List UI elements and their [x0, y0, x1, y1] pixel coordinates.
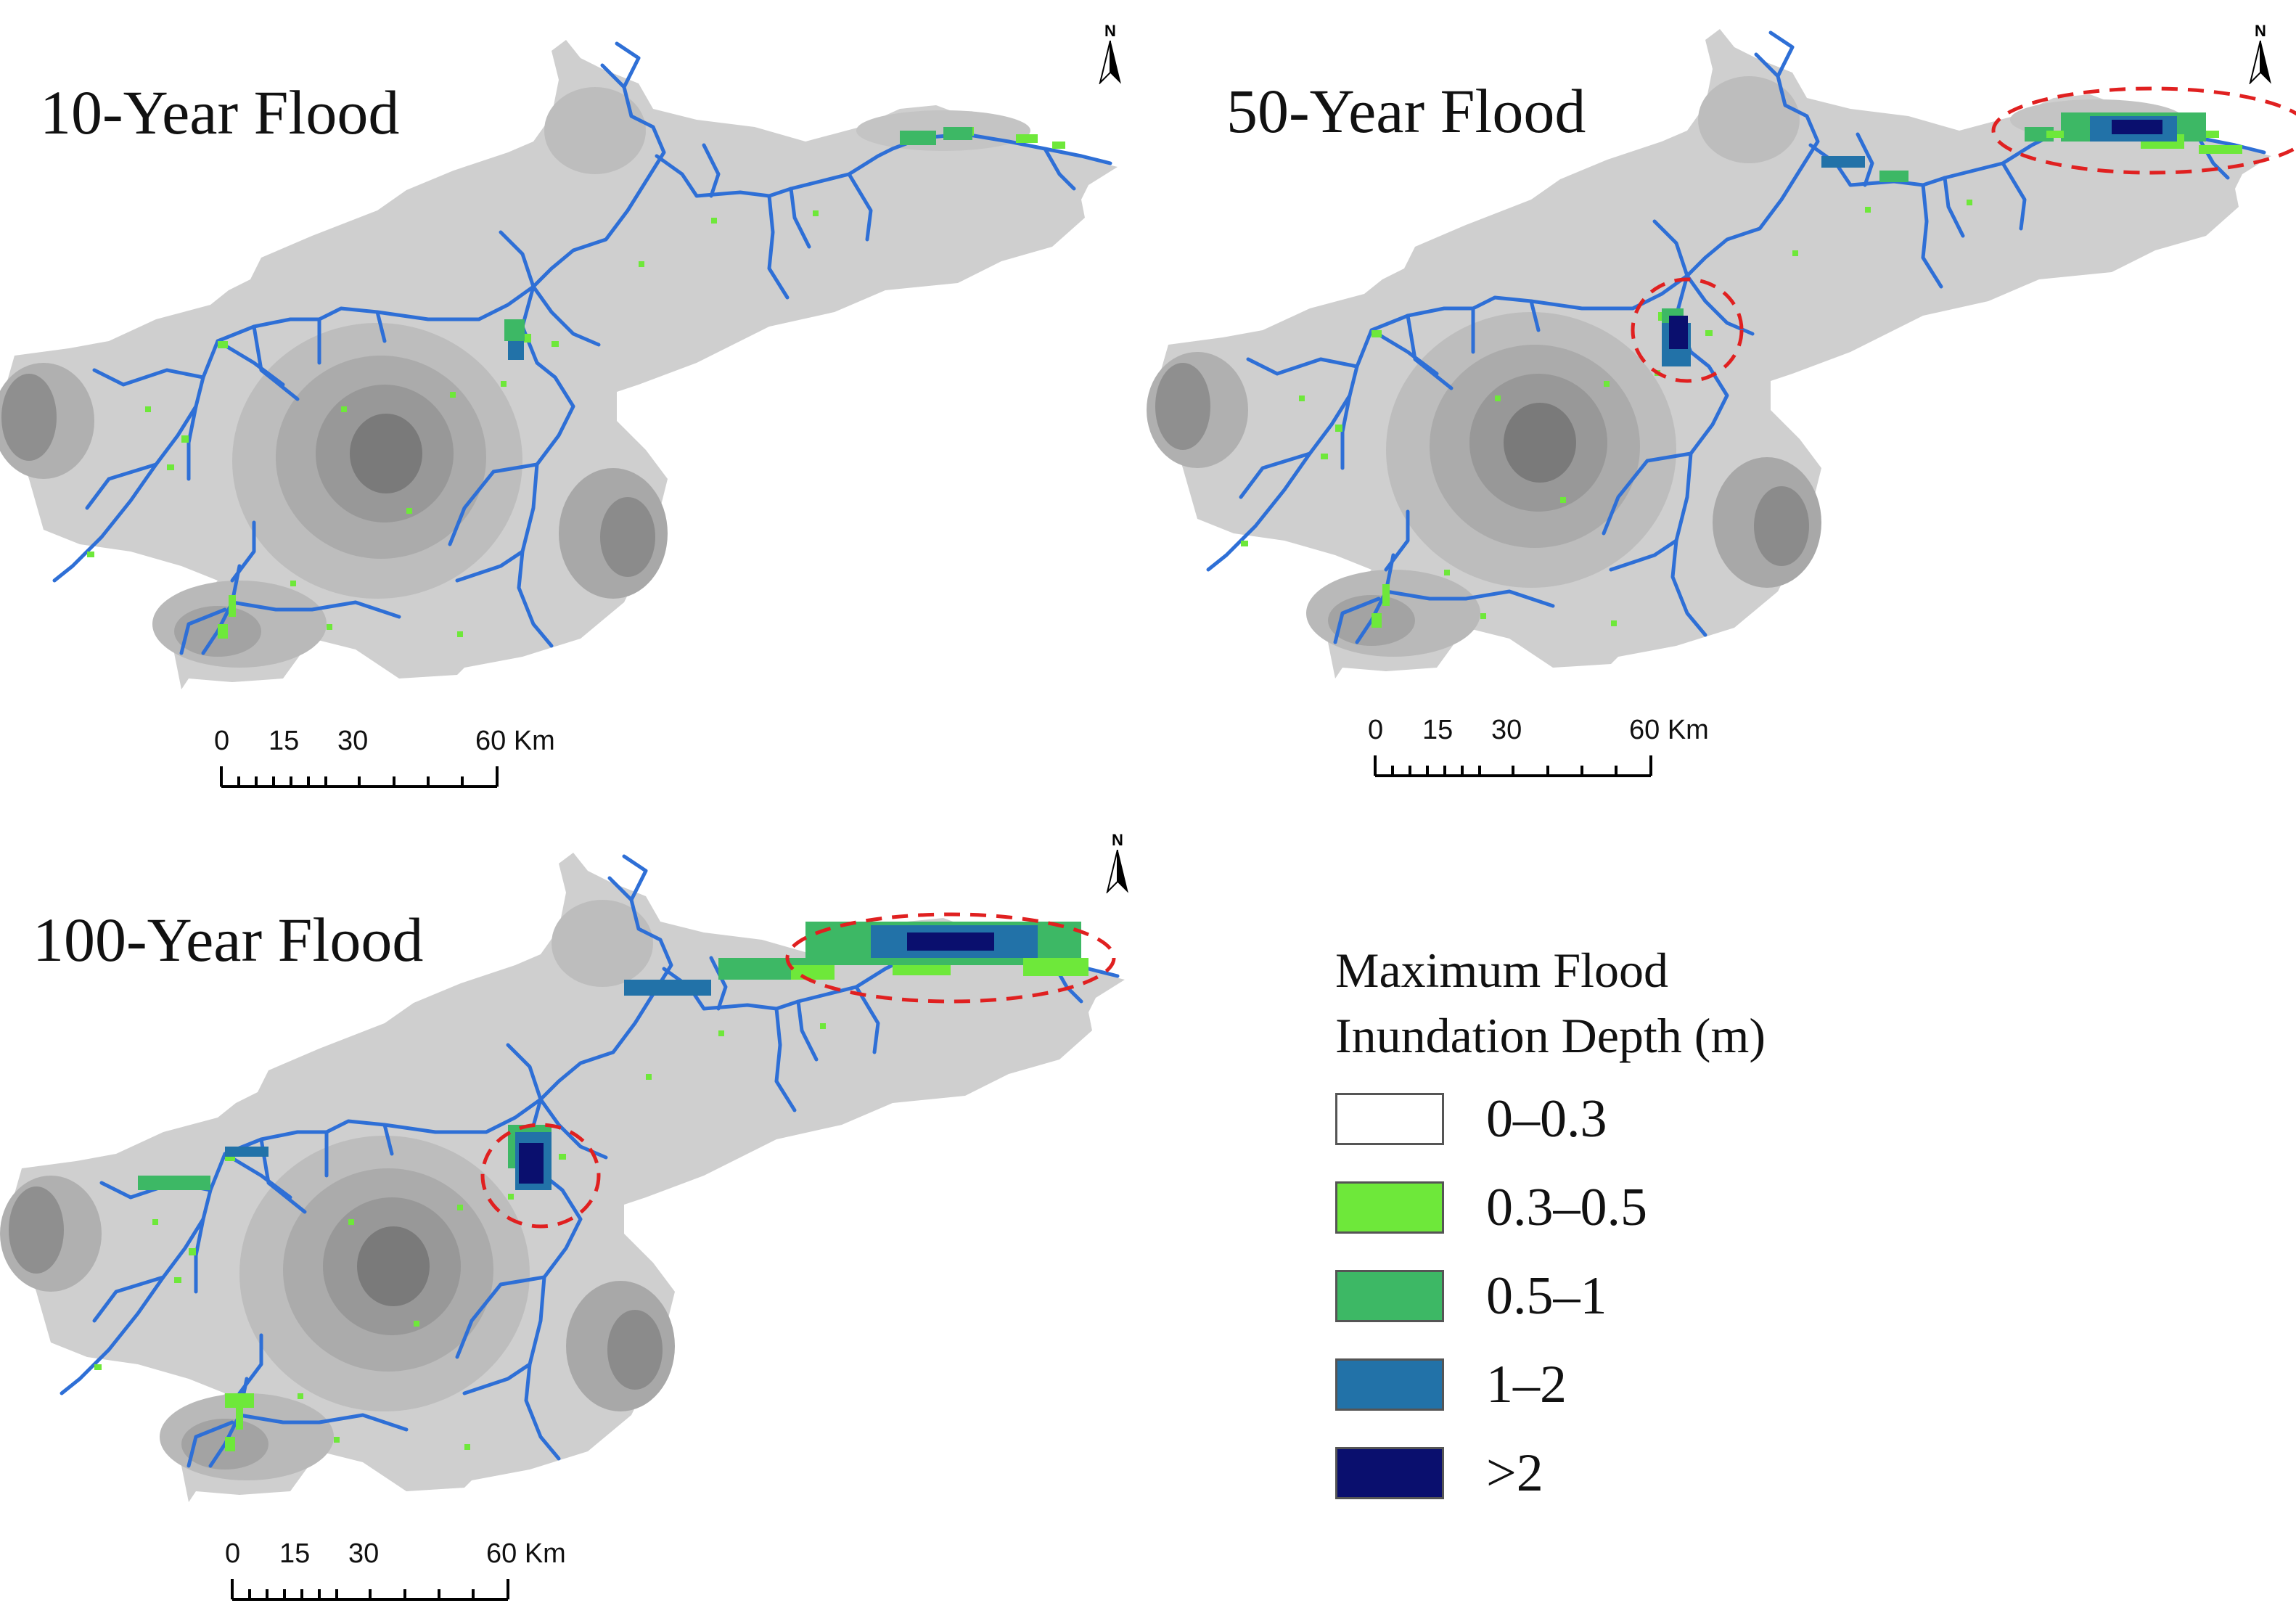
map-panel-50-year: 50-Year Flood N 0 15 30 60 Km: [1154, 0, 2296, 787]
north-label: N: [2255, 22, 2266, 40]
panel-title: 50-Year Flood: [1226, 76, 1586, 146]
highlight-circle: [785, 912, 1116, 1004]
legend-label: >2: [1486, 1443, 1543, 1503]
basin-map: [1154, 0, 2296, 715]
scale-tick-30: 30: [348, 1538, 380, 1569]
legend-label: 0.3–0.5: [1486, 1178, 1647, 1237]
north-label: N: [1112, 831, 1123, 849]
legend-title-line1: Maximum Flood: [1335, 943, 1669, 998]
scale-tick-60: 60 Km: [1629, 715, 1709, 745]
scale-tick-15: 15: [279, 1538, 311, 1569]
north-arrow: N: [2246, 22, 2275, 87]
legend-swatch: [1335, 1447, 1444, 1499]
north-label: N: [1104, 22, 1116, 40]
basin-map: [0, 0, 1132, 726]
scale-tick-30: 30: [337, 726, 369, 756]
scale-tick-0: 0: [214, 726, 230, 756]
panel-title: 10-Year Flood: [40, 78, 400, 147]
legend-swatch: [1335, 1270, 1444, 1322]
scale-tick-0: 0: [1368, 715, 1384, 745]
map-panel-100-year: 100-Year Flood N 0 15 30 60 Km: [7, 813, 1139, 1611]
legend: Maximum Flood Inundation Depth (m) 0–0.3…: [1335, 938, 1766, 1501]
highlight-circle: [1991, 86, 2296, 175]
legend-swatch: [1335, 1093, 1444, 1145]
scale-bar: 0 15 30 60 Km: [218, 1538, 624, 1604]
scale-tick-60: 60 Km: [486, 1538, 566, 1569]
scale-tick-60: 60 Km: [475, 726, 555, 756]
scale-tick-30: 30: [1491, 715, 1522, 745]
scale-bar: 0 15 30 60 Km: [1361, 715, 1767, 780]
legend-title-line2: Inundation Depth (m): [1335, 1008, 1766, 1063]
legend-swatch: [1335, 1358, 1444, 1411]
highlight-circle: [1631, 277, 1744, 383]
north-arrow: N: [1103, 831, 1132, 896]
legend-label: 1–2: [1486, 1355, 1567, 1414]
legend-label: 0–0.3: [1486, 1089, 1607, 1149]
panel-title: 100-Year Flood: [33, 905, 424, 975]
legend-label: 0.5–1: [1486, 1266, 1607, 1326]
highlight-circle: [480, 1123, 601, 1229]
north-arrow: N: [1096, 22, 1125, 87]
scale-bar: 0 15 30 60 Km: [207, 726, 613, 791]
legend-swatch: [1335, 1181, 1444, 1234]
map-panel-10-year: 10-Year Flood N 0 15 30 60 Km: [0, 0, 1132, 798]
scale-tick-0: 0: [225, 1538, 241, 1569]
scale-tick-15: 15: [268, 726, 300, 756]
basin-map: [7, 813, 1139, 1538]
scale-tick-15: 15: [1422, 715, 1454, 745]
